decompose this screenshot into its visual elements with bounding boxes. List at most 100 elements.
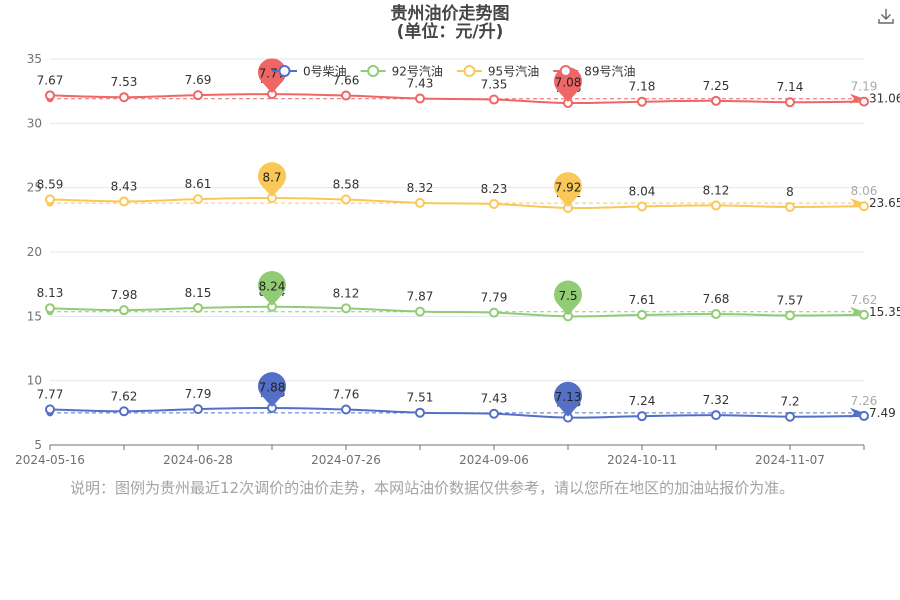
- data-point: [193, 194, 203, 205]
- data-point: [119, 92, 129, 103]
- data-point: [193, 302, 203, 313]
- data-point: [489, 94, 499, 105]
- series-92号汽油: 15.35 8.13 7.98 8.15 8.24 8.12 7.87 7.79 7.5 7.61…: [37, 271, 900, 322]
- data-point: [193, 90, 203, 101]
- data-label: 8.58: [333, 178, 360, 192]
- data-label: 7.2: [780, 395, 799, 409]
- y-tick-label: 30: [27, 116, 42, 130]
- legend-item-95号汽油[interactable]: 95号汽油: [456, 64, 539, 79]
- average-label: 15.35: [869, 305, 900, 319]
- data-point: [859, 410, 869, 421]
- data-point: [859, 96, 869, 107]
- mark-pin: [554, 381, 582, 417]
- data-point: [489, 199, 499, 210]
- data-label: 8.32: [407, 181, 434, 195]
- data-label: 7.62: [111, 389, 138, 403]
- x-tick-label: 2024-07-26: [311, 453, 381, 467]
- series-0号柴油: 7.49 7.77 7.62 7.79 7.88 7.76 7.51 7.43 7.13 7.24…: [37, 372, 896, 423]
- x-tick-label: 2024-09-06: [459, 453, 529, 467]
- series-95号汽油: 23.65 8.59 8.43 8.61 8.7 8.58 8.32 8.23 7.92 8.04…: [37, 162, 900, 213]
- y-tick-label: 15: [27, 309, 42, 323]
- mark-pin: [258, 162, 287, 197]
- data-label: 7.66: [333, 74, 360, 88]
- data-point: [341, 303, 351, 314]
- download-icon[interactable]: [877, 7, 895, 25]
- x-tick-label: 2024-06-28: [163, 453, 233, 467]
- data-point: [45, 90, 55, 101]
- legend-item-92号汽油[interactable]: 92号汽油: [360, 64, 443, 79]
- data-point: [341, 194, 351, 205]
- data-label: 8.06: [851, 184, 878, 198]
- data-label: 8.59: [37, 177, 64, 191]
- data-label: 7.61: [629, 293, 656, 307]
- legend-swatch-marker: [559, 65, 572, 77]
- data-point: [119, 406, 129, 417]
- chart-note: 说明：图例为贵州最近12次调价的油价走势，本网站油价数据仅供参考，请以您所在地区…: [70, 479, 795, 497]
- data-label: 7.43: [407, 77, 434, 91]
- chart-legend[interactable]: 0号柴油 92号汽油 95号汽油 89号汽油: [272, 64, 635, 79]
- data-label: 8.43: [111, 179, 138, 193]
- legend-swatch-marker: [367, 65, 380, 77]
- average-label: 23.65: [869, 196, 900, 210]
- legend-item-89号汽油[interactable]: 89号汽油: [553, 64, 635, 79]
- data-point: [785, 97, 795, 108]
- data-label: 8.15: [185, 286, 212, 300]
- mark-pin-label: 7.08: [555, 76, 582, 90]
- data-point: [489, 307, 499, 318]
- data-point: [341, 90, 351, 101]
- data-label: 7.24: [629, 394, 656, 408]
- data-label: 7.51: [407, 391, 434, 405]
- data-label: 7.77: [37, 387, 64, 401]
- data-point: [637, 309, 647, 320]
- series-line: [49, 406, 865, 419]
- data-label: 7.67: [37, 73, 64, 87]
- mark-pin: [258, 271, 287, 306]
- mark-pin-label: 7.13: [555, 390, 582, 404]
- series-line: [49, 93, 865, 105]
- y-tick-label: 10: [27, 374, 42, 388]
- data-label: 7.53: [111, 75, 138, 89]
- data-point: [711, 309, 721, 320]
- grid-lines: [50, 58, 864, 382]
- data-label: 8: [786, 185, 794, 199]
- mark-pin: [554, 172, 582, 207]
- data-label: 8.61: [185, 177, 212, 191]
- data-point: [859, 309, 869, 320]
- data-point: [415, 306, 425, 317]
- data-point: [637, 411, 647, 422]
- data-label: 8.23: [481, 182, 508, 196]
- data-point: [193, 404, 203, 415]
- data-label: 7.18: [629, 80, 656, 94]
- legend-label: 92号汽油: [392, 64, 443, 79]
- series-line: [49, 196, 865, 210]
- data-point: [415, 407, 425, 418]
- legend-item-0号柴油[interactable]: 0号柴油: [272, 65, 347, 79]
- data-point: [711, 95, 721, 106]
- data-label: 7.14: [777, 80, 804, 94]
- legend-label: 89号汽油: [584, 64, 635, 79]
- x-tick-label: 2024-11-07: [755, 453, 825, 467]
- x-tick-label: 2024-10-11: [607, 453, 677, 467]
- data-point: [711, 410, 721, 421]
- data-point: [859, 201, 869, 212]
- mark-pin-label: 7.88: [259, 380, 286, 394]
- series-line: [49, 305, 865, 318]
- series-layer: 7.49 7.77 7.62 7.79 7.88 7.76 7.51 7.43 7.13 7.24…: [37, 58, 900, 423]
- data-label: 7.35: [481, 78, 508, 92]
- data-point: [637, 96, 647, 107]
- data-label: 7.26: [851, 394, 878, 408]
- data-label: 7.57: [777, 293, 804, 307]
- data-point: [119, 305, 129, 316]
- mark-pin-label: 7.5: [558, 289, 577, 303]
- chart-axes: 5 10 15 20 25 30 35 2024-05-16 2024-06-28 2024-07…: [15, 52, 865, 467]
- data-point: [785, 411, 795, 422]
- y-tick-label: 20: [27, 245, 42, 259]
- chart-subtitle: (单位：元/升): [396, 22, 504, 42]
- mark-pin-label: 7.92: [555, 180, 582, 194]
- data-label: 7.69: [185, 73, 212, 87]
- data-label: 7.32: [703, 393, 730, 407]
- legend-swatch-marker: [463, 65, 476, 77]
- y-tick-label: 5: [34, 438, 42, 452]
- data-point: [45, 404, 55, 415]
